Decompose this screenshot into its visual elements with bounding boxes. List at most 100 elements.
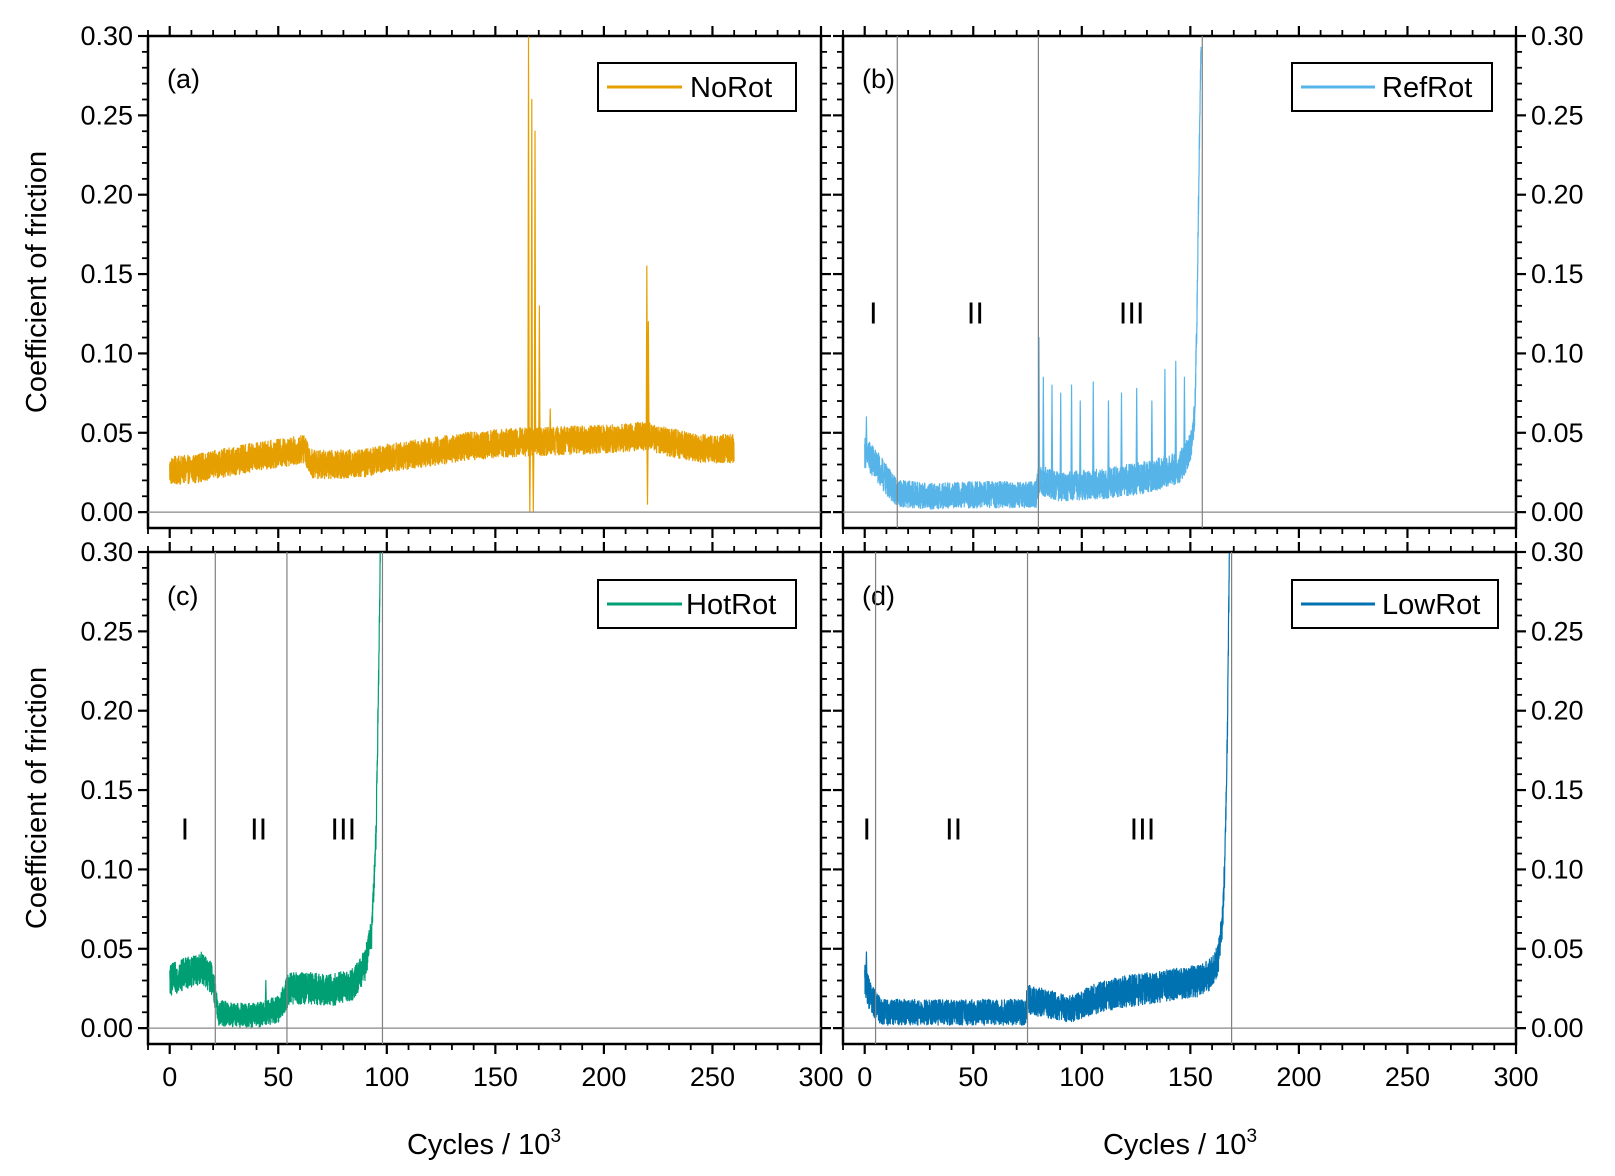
y-tick-label: 0.00 — [1531, 497, 1584, 527]
panel-a: (a) NoRot 0.00 0.05 0.10 0.15 0.20 0.25 0.30 — [80, 21, 831, 538]
y-tick-label: 0.05 — [80, 934, 133, 964]
panel-d: (d) LowRot I II III 0.000.050.100.150.200.… — [833, 537, 1584, 1092]
y-tick-label: 0.15 — [80, 775, 133, 805]
y-tick-label: 0.10 — [1531, 854, 1584, 884]
legend-label: NoRot — [690, 72, 772, 104]
series-line — [864, 46, 1202, 510]
stage-lines — [148, 552, 821, 1044]
x-tick-label: 150 — [1168, 1062, 1213, 1092]
stage-label: III — [1119, 295, 1145, 330]
series-line — [169, 552, 381, 1028]
y-tick-label: 0.10 — [80, 854, 133, 884]
y-tick-label: 0.05 — [1531, 934, 1584, 964]
stage-label: I — [869, 295, 878, 330]
panel-label: (d) — [862, 581, 895, 611]
x-axis-title-exponent: 3 — [1246, 1126, 1257, 1147]
y-tick-labels: 0.00 0.05 0.10 0.15 0.20 0.25 0.30 — [80, 21, 133, 527]
y-tick-label: 0.30 — [1531, 21, 1584, 51]
plot-frame — [841, 34, 1518, 530]
y-tick-label: 0.30 — [80, 21, 133, 51]
axis-ticks — [138, 26, 831, 538]
y-tick-label: 0.10 — [80, 338, 133, 368]
legend-label: LowRot — [1382, 589, 1480, 621]
x-tick-label: 0 — [857, 1062, 872, 1092]
y-tick-label: 0.25 — [80, 616, 133, 646]
y-tick-label: 0.25 — [80, 100, 133, 130]
axis-ticks — [138, 542, 831, 1054]
x-tick-label: 100 — [364, 1062, 409, 1092]
stage-label: II — [945, 811, 962, 846]
x-tick-label: 150 — [473, 1062, 518, 1092]
series-path — [864, 552, 1230, 1026]
x-tick-label: 50 — [263, 1062, 293, 1092]
y-tick-label: 0.05 — [1531, 418, 1584, 448]
axis-ticks — [833, 26, 1526, 538]
x-axis-title-right: Cycles / 103 — [1103, 1126, 1257, 1161]
series-path — [864, 46, 1202, 510]
x-tick-labels: 0 50 100 150 200 250 300 — [162, 1062, 843, 1092]
y-axis-title-bottom: Coefficient of friction — [21, 667, 53, 929]
y-tick-label: 0.20 — [80, 696, 133, 726]
panel-b: (b) RefRot I II III 0.000.050.100.150.200.… — [833, 21, 1584, 538]
stage-label: I — [181, 811, 190, 846]
y-tick-label: 0.15 — [1531, 775, 1584, 805]
x-axis-title-text: Cycles / 10 — [1103, 1129, 1246, 1161]
x-tick-label: 200 — [581, 1062, 626, 1092]
plot-frame — [841, 550, 1518, 1046]
x-tick-label: 300 — [798, 1062, 843, 1092]
panel-label: (a) — [167, 64, 200, 94]
y-tick-label: 0.00 — [80, 1013, 133, 1043]
x-tick-labels: 0 50 100 150 200 250 300 — [857, 1062, 1538, 1092]
x-tick-label: 100 — [1059, 1062, 1104, 1092]
axis-ticks — [833, 542, 1526, 1054]
y-tick-labels: 0.00 0.05 0.10 0.15 0.20 0.25 0.30 — [80, 537, 133, 1043]
stage-lines — [843, 36, 1516, 528]
stage-lines — [843, 552, 1516, 1044]
x-tick-label: 200 — [1276, 1062, 1321, 1092]
y-tick-label: 0.20 — [80, 180, 133, 210]
x-axis-title-left: Cycles / 103 — [407, 1126, 561, 1161]
stage-label: II — [967, 295, 984, 330]
legend-label: RefRot — [1382, 72, 1472, 104]
x-tick-label: 50 — [958, 1062, 988, 1092]
y-axis-title-top: Coefficient of friction — [21, 151, 53, 413]
y-tick-label: 0.10 — [1531, 338, 1584, 368]
y-tick-label: 0.00 — [1531, 1013, 1584, 1043]
y-tick-label: 0.25 — [1531, 100, 1584, 130]
x-tick-label: 0 — [162, 1062, 177, 1092]
y-tick-label: 0.15 — [1531, 259, 1584, 289]
stage-label: III — [330, 811, 356, 846]
legend: NoRot — [597, 62, 797, 112]
x-tick-label: 300 — [1493, 1062, 1538, 1092]
legend: RefRot — [1291, 62, 1493, 112]
stage-labels: I II III — [869, 295, 1145, 330]
x-tick-label: 250 — [1385, 1062, 1430, 1092]
panel-c: (c) HotRot I II III 0.000.050.100.150.200.… — [80, 537, 843, 1092]
y-tick-label: 0.15 — [80, 259, 133, 289]
y-tick-label: 0.20 — [1531, 696, 1584, 726]
legend: HotRot — [597, 579, 797, 629]
y-tick-labels: 0.00 0.05 0.10 0.15 0.20 0.25 0.30 — [1531, 21, 1584, 527]
y-tick-labels: 0.00 0.05 0.10 0.15 0.20 0.25 0.30 — [1531, 537, 1584, 1043]
y-tick-label: 0.20 — [1531, 180, 1584, 210]
series-line — [864, 552, 1230, 1026]
stage-labels: I II III — [863, 811, 1156, 846]
stage-label: III — [1130, 811, 1156, 846]
stage-labels: I II III — [181, 811, 357, 846]
y-tick-label: 0.25 — [1531, 616, 1584, 646]
x-tick-label: 250 — [690, 1062, 735, 1092]
legend-label: HotRot — [686, 589, 776, 621]
stage-label: II — [250, 811, 267, 846]
series-path — [169, 552, 381, 1028]
stage-label: I — [863, 811, 872, 846]
x-axis-title-exponent: 3 — [550, 1126, 561, 1147]
y-tick-label: 0.30 — [80, 537, 133, 567]
panel-label: (b) — [862, 64, 895, 94]
y-tick-label: 0.05 — [80, 418, 133, 448]
y-tick-label: 0.30 — [1531, 537, 1584, 567]
x-axis-title-text: Cycles / 10 — [407, 1129, 550, 1161]
y-tick-label: 0.00 — [80, 497, 133, 527]
legend: LowRot — [1291, 579, 1499, 629]
panel-label: (c) — [167, 581, 198, 611]
